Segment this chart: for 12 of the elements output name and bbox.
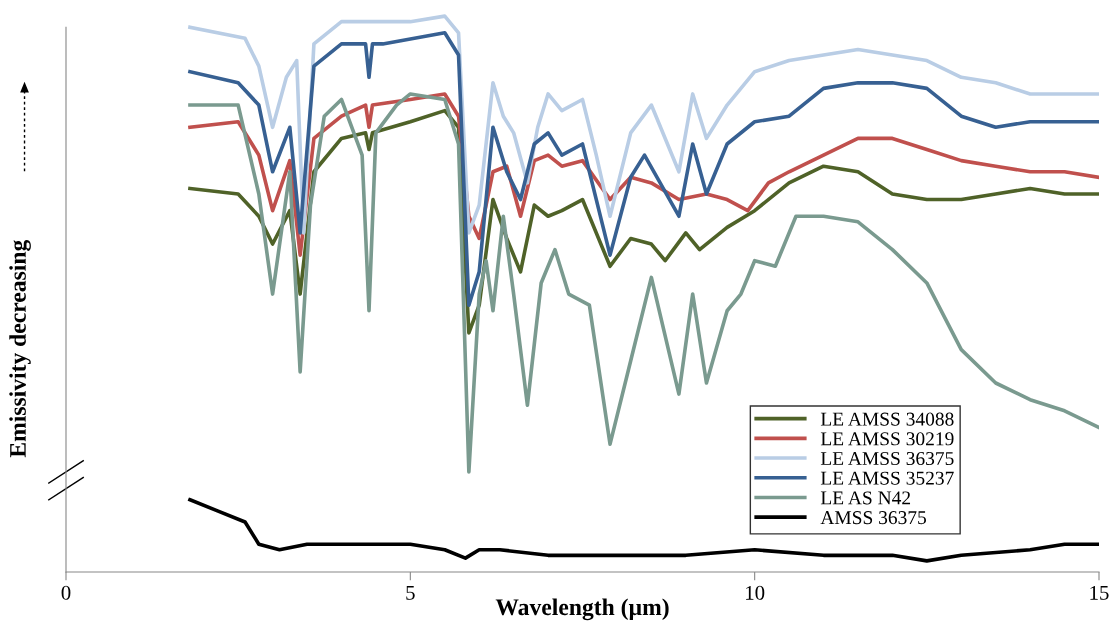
- legend-label: LE AMSS 30219: [820, 432, 954, 446]
- x-tick-label: 5: [406, 586, 415, 600]
- legend-label: LE AS N42: [820, 491, 911, 505]
- legend-label: LE AMSS 35237: [820, 471, 954, 485]
- x-tick-label: 10: [746, 585, 765, 600]
- x-tick-label: 15: [1090, 585, 1109, 600]
- y-axis-title: Emissivity decreasing: [9, 239, 31, 458]
- legend-label: LE AMSS 36375: [820, 451, 954, 466]
- x-axis-title: Wavelength (µm): [495, 598, 669, 621]
- legend-label: LE AMSS 34088: [820, 412, 954, 426]
- legend-label: AMSS 36375: [820, 511, 927, 525]
- x-tick-label: 0: [61, 585, 71, 600]
